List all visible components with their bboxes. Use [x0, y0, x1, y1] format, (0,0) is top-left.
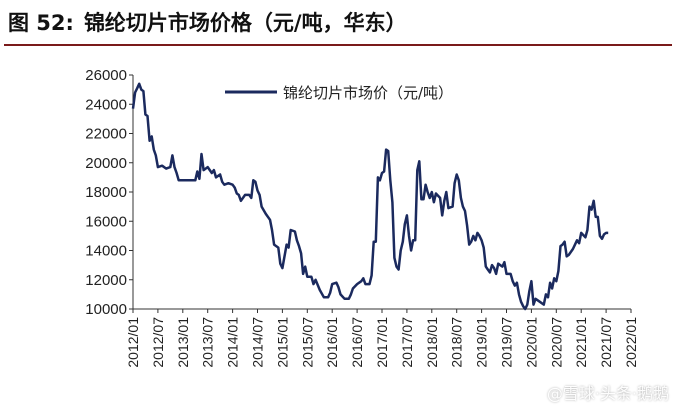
series-lines: [131, 82, 609, 311]
series-line-0: [131, 82, 609, 311]
y-tick-label: 20000: [85, 155, 127, 172]
watermark: @雪球·头条·鹅鹅: [546, 384, 669, 403]
x-tick-label: 2014/01: [225, 317, 241, 368]
x-tick-label: 2020/07: [548, 317, 564, 368]
x-tick-label: 2015/07: [299, 317, 315, 368]
x-tick-label: 2022/01: [623, 317, 639, 368]
chart-axes: [132, 75, 631, 310]
y-tick-label: 22000: [85, 126, 127, 143]
x-axis-ticks: 2012/01 2012/07 2013/01 2013/07 2014/01 2014/…: [125, 309, 639, 368]
y-tick-label: 12000: [85, 272, 127, 289]
figure-number: 图 52:: [8, 11, 74, 35]
y-tick-label: 14000: [85, 243, 127, 260]
x-tick-label: 2016/01: [324, 317, 340, 368]
x-tick-label: 2014/07: [250, 317, 266, 368]
x-tick-label: 2019/07: [499, 317, 515, 368]
y-tick-label: 10000: [85, 301, 127, 318]
x-tick-label: 2016/07: [349, 317, 365, 368]
y-tick-label: 24000: [85, 96, 127, 113]
x-tick-label: 2020/01: [523, 317, 539, 368]
x-tick-label: 2017/07: [399, 317, 415, 368]
y-axis-ticks: 10000 12000 14000 16000 18000 20000 22000 24000…: [85, 67, 133, 318]
x-tick-label: 2013/01: [175, 317, 191, 368]
y-tick-label: 26000: [85, 67, 127, 84]
chart-legend: 锦纶切片市场价（元/吨）: [225, 84, 453, 102]
figure-caption: 锦纶切片市场价格（元/吨，华东）: [83, 11, 407, 35]
x-tick-label: 2015/01: [274, 317, 290, 368]
x-tick-label: 2021/01: [573, 317, 589, 368]
y-tick-label: 16000: [85, 213, 127, 230]
x-tick-label: 2021/07: [598, 317, 614, 368]
x-tick-label: 2012/07: [150, 317, 166, 368]
x-tick-label: 2019/01: [474, 317, 490, 368]
x-tick-label: 2017/01: [374, 317, 390, 368]
x-tick-label: 2018/01: [424, 317, 440, 368]
x-tick-label: 2018/07: [449, 317, 465, 368]
x-tick-label: 2013/07: [200, 317, 216, 368]
figure-title: 图 52: 锦纶切片市场价格（元/吨，华东）: [8, 8, 668, 38]
x-tick-label: 2012/01: [125, 317, 141, 368]
y-tick-label: 18000: [85, 184, 127, 201]
legend-label: 锦纶切片市场价（元/吨）: [283, 84, 453, 102]
title-rule: [4, 44, 672, 46]
